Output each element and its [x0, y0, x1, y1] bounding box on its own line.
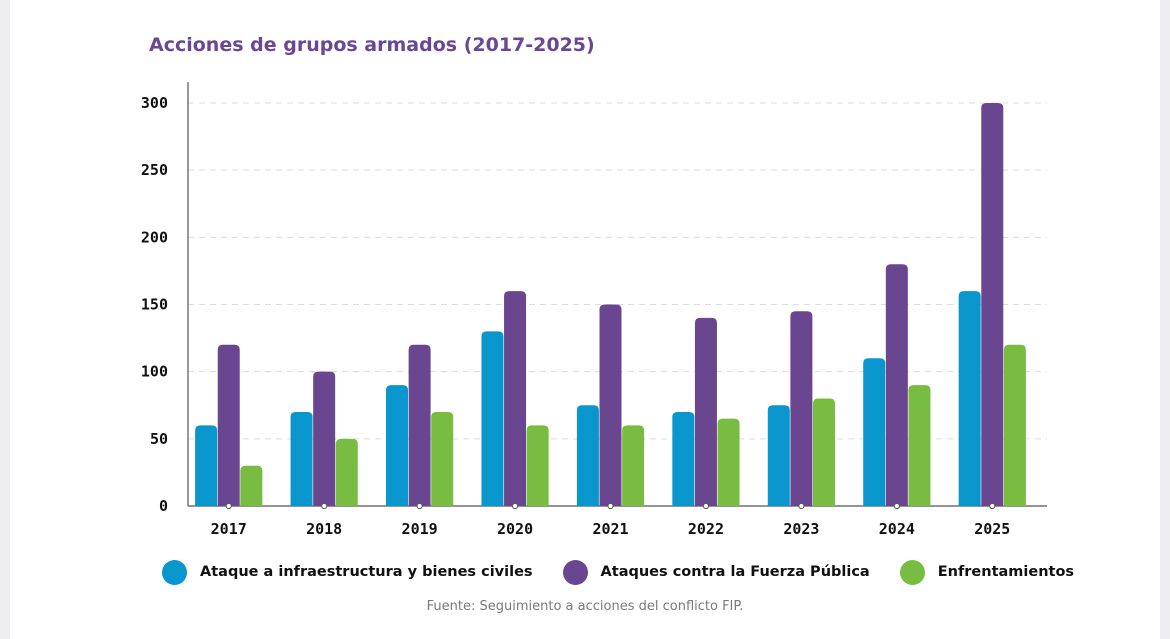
x-tick-label: 2025	[974, 520, 1010, 538]
y-tick-label: 100	[141, 363, 168, 381]
chart-legend: Ataque a infraestructura y bienes civile…	[162, 558, 1074, 586]
y-tick-label: 200	[141, 228, 168, 246]
bar-2017-series-0	[195, 425, 218, 506]
x-tick-label: 2017	[211, 520, 247, 538]
bar-2025-series-1	[981, 103, 1004, 506]
x-tick-marker	[321, 502, 328, 510]
bar-2021-series-2	[622, 425, 645, 506]
bar-2024-series-1	[885, 264, 908, 506]
legend-item-infraestructura: Ataque a infraestructura y bienes civile…	[162, 559, 533, 585]
bar-2021-series-1	[599, 304, 622, 506]
bar-2018-series-2	[335, 438, 358, 506]
legend-swatch-infraestructura	[162, 559, 187, 585]
bar-2020-series-0	[481, 331, 504, 506]
source-note: Fuente: Seguimiento a acciones del confl…	[426, 599, 744, 614]
bar-2019-series-0	[386, 385, 409, 506]
bar-2019-series-2	[431, 411, 454, 506]
bar-2020-series-2	[526, 425, 549, 506]
bar-2023-series-0	[767, 405, 790, 506]
legend-item-fuerza-publica: Ataques contra la Fuerza Pública	[562, 559, 870, 585]
x-tick-marker	[225, 502, 232, 510]
legend-label-fuerza-publica: Ataques contra la Fuerza Pública	[600, 564, 870, 580]
y-tick-label: 250	[141, 161, 168, 179]
x-tick-label: 2018	[306, 520, 342, 538]
bar-2025-series-0	[958, 291, 981, 506]
bar-2022-series-0	[672, 411, 695, 506]
bar-2018-series-0	[290, 411, 313, 506]
bar-2023-series-1	[790, 311, 813, 506]
bar-chart: 0 50 100 150 200 250 300 2017 2018 2019 2020 2021 20…	[141, 82, 1047, 538]
x-tick-marker	[607, 502, 614, 510]
x-tick-label: 2020	[497, 520, 533, 538]
bar-2025-series-2	[1003, 344, 1026, 506]
bar-2022-series-1	[694, 317, 717, 506]
x-tick-label: 2019	[402, 520, 438, 538]
bar-2023-series-2	[812, 398, 835, 506]
bar-2020-series-1	[504, 291, 527, 506]
bar-2021-series-0	[576, 405, 599, 506]
chart-title: Acciones de grupos armados (2017-2025)	[149, 34, 595, 56]
bar-2019-series-1	[408, 344, 431, 506]
legend-item-enfrentamientos: Enfrentamientos	[899, 559, 1075, 585]
y-tick-label: 150	[141, 296, 168, 314]
x-tick-label: 2021	[592, 520, 628, 538]
x-tick-marker	[511, 502, 519, 510]
legend-swatch-enfrentamientos	[899, 559, 925, 585]
y-tick-label: 50	[150, 430, 168, 448]
bar-2024-series-2	[908, 385, 931, 506]
x-tick-marker	[702, 502, 710, 510]
x-tick-marker	[893, 502, 900, 510]
bar-2024-series-0	[863, 358, 886, 506]
x-tick-marker	[416, 502, 423, 510]
bar-2017-series-2	[240, 465, 263, 506]
legend-swatch-fuerza-publica	[562, 559, 588, 585]
bar-2022-series-2	[717, 418, 740, 506]
y-tick-label: 300	[141, 94, 168, 112]
legend-label-enfrentamientos: Enfrentamientos	[937, 564, 1075, 580]
chart-card: Acciones de grupos armados (2017-2025) 0…	[10, 0, 1160, 639]
bar-2018-series-1	[313, 371, 336, 506]
x-tick-marker	[989, 502, 996, 510]
y-tick-label: 0	[159, 497, 168, 515]
x-tick-marker	[798, 502, 805, 510]
bar-2017-series-1	[217, 344, 240, 506]
x-tick-label: 2022	[688, 520, 724, 538]
legend-label-infraestructura: Ataque a infraestructura y bienes civile…	[200, 564, 533, 580]
x-tick-label: 2023	[783, 520, 819, 538]
x-tick-label: 2024	[879, 520, 915, 538]
